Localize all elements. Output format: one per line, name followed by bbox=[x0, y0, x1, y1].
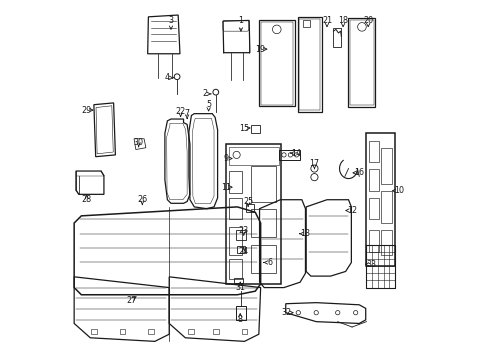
Text: 1: 1 bbox=[238, 16, 243, 25]
Text: 11: 11 bbox=[221, 183, 230, 192]
Bar bbox=[250, 166, 276, 202]
Text: 21: 21 bbox=[321, 16, 331, 25]
Text: 8: 8 bbox=[237, 315, 242, 324]
Bar bbox=[235, 306, 245, 320]
Bar bbox=[380, 230, 391, 255]
Bar bbox=[236, 246, 244, 253]
Bar bbox=[250, 126, 260, 133]
Text: 15: 15 bbox=[238, 123, 248, 132]
Bar bbox=[228, 259, 242, 279]
Text: 27: 27 bbox=[126, 296, 136, 305]
Text: 23: 23 bbox=[238, 226, 248, 235]
Text: 33: 33 bbox=[366, 260, 376, 269]
Text: 16: 16 bbox=[353, 168, 364, 177]
Text: 5: 5 bbox=[205, 100, 211, 109]
Bar bbox=[235, 230, 246, 240]
Text: 24: 24 bbox=[238, 247, 248, 256]
Bar bbox=[368, 198, 378, 220]
Bar bbox=[241, 329, 247, 334]
Bar bbox=[91, 329, 97, 334]
Bar bbox=[228, 171, 242, 193]
Text: 20: 20 bbox=[363, 16, 372, 25]
Bar bbox=[246, 204, 254, 212]
Text: 28: 28 bbox=[81, 195, 92, 204]
Text: 31: 31 bbox=[235, 283, 244, 292]
Bar bbox=[380, 191, 391, 223]
Bar bbox=[333, 28, 341, 47]
Bar bbox=[366, 244, 394, 288]
Bar bbox=[368, 169, 378, 191]
Bar bbox=[303, 21, 309, 27]
Bar bbox=[228, 147, 278, 165]
Bar bbox=[380, 148, 391, 184]
Text: 19: 19 bbox=[255, 45, 265, 54]
Text: 3: 3 bbox=[168, 16, 173, 25]
Bar bbox=[250, 209, 276, 237]
Text: 6: 6 bbox=[266, 258, 271, 267]
Text: 18: 18 bbox=[337, 16, 347, 25]
Bar bbox=[228, 198, 242, 220]
Text: 32: 32 bbox=[281, 308, 291, 317]
Bar bbox=[212, 329, 218, 334]
Text: 25: 25 bbox=[243, 197, 253, 206]
Bar bbox=[228, 226, 242, 255]
Bar bbox=[233, 278, 243, 283]
Bar bbox=[368, 230, 378, 252]
Text: 13: 13 bbox=[300, 229, 310, 238]
Text: 7: 7 bbox=[184, 109, 189, 118]
Text: 12: 12 bbox=[346, 206, 356, 215]
Text: 29: 29 bbox=[81, 105, 92, 114]
Text: 14: 14 bbox=[291, 149, 301, 158]
Bar bbox=[368, 140, 378, 162]
Text: 26: 26 bbox=[137, 195, 147, 204]
Text: 30: 30 bbox=[133, 138, 143, 147]
Bar bbox=[278, 149, 300, 160]
Bar bbox=[120, 329, 125, 334]
Bar bbox=[148, 329, 154, 334]
Bar bbox=[187, 329, 193, 334]
Text: 4: 4 bbox=[164, 73, 169, 82]
Text: 2: 2 bbox=[202, 89, 207, 98]
Text: 17: 17 bbox=[309, 159, 319, 168]
Bar bbox=[250, 244, 276, 273]
Text: 10: 10 bbox=[393, 186, 403, 195]
Text: 22: 22 bbox=[175, 107, 185, 116]
Text: 9: 9 bbox=[223, 154, 228, 163]
